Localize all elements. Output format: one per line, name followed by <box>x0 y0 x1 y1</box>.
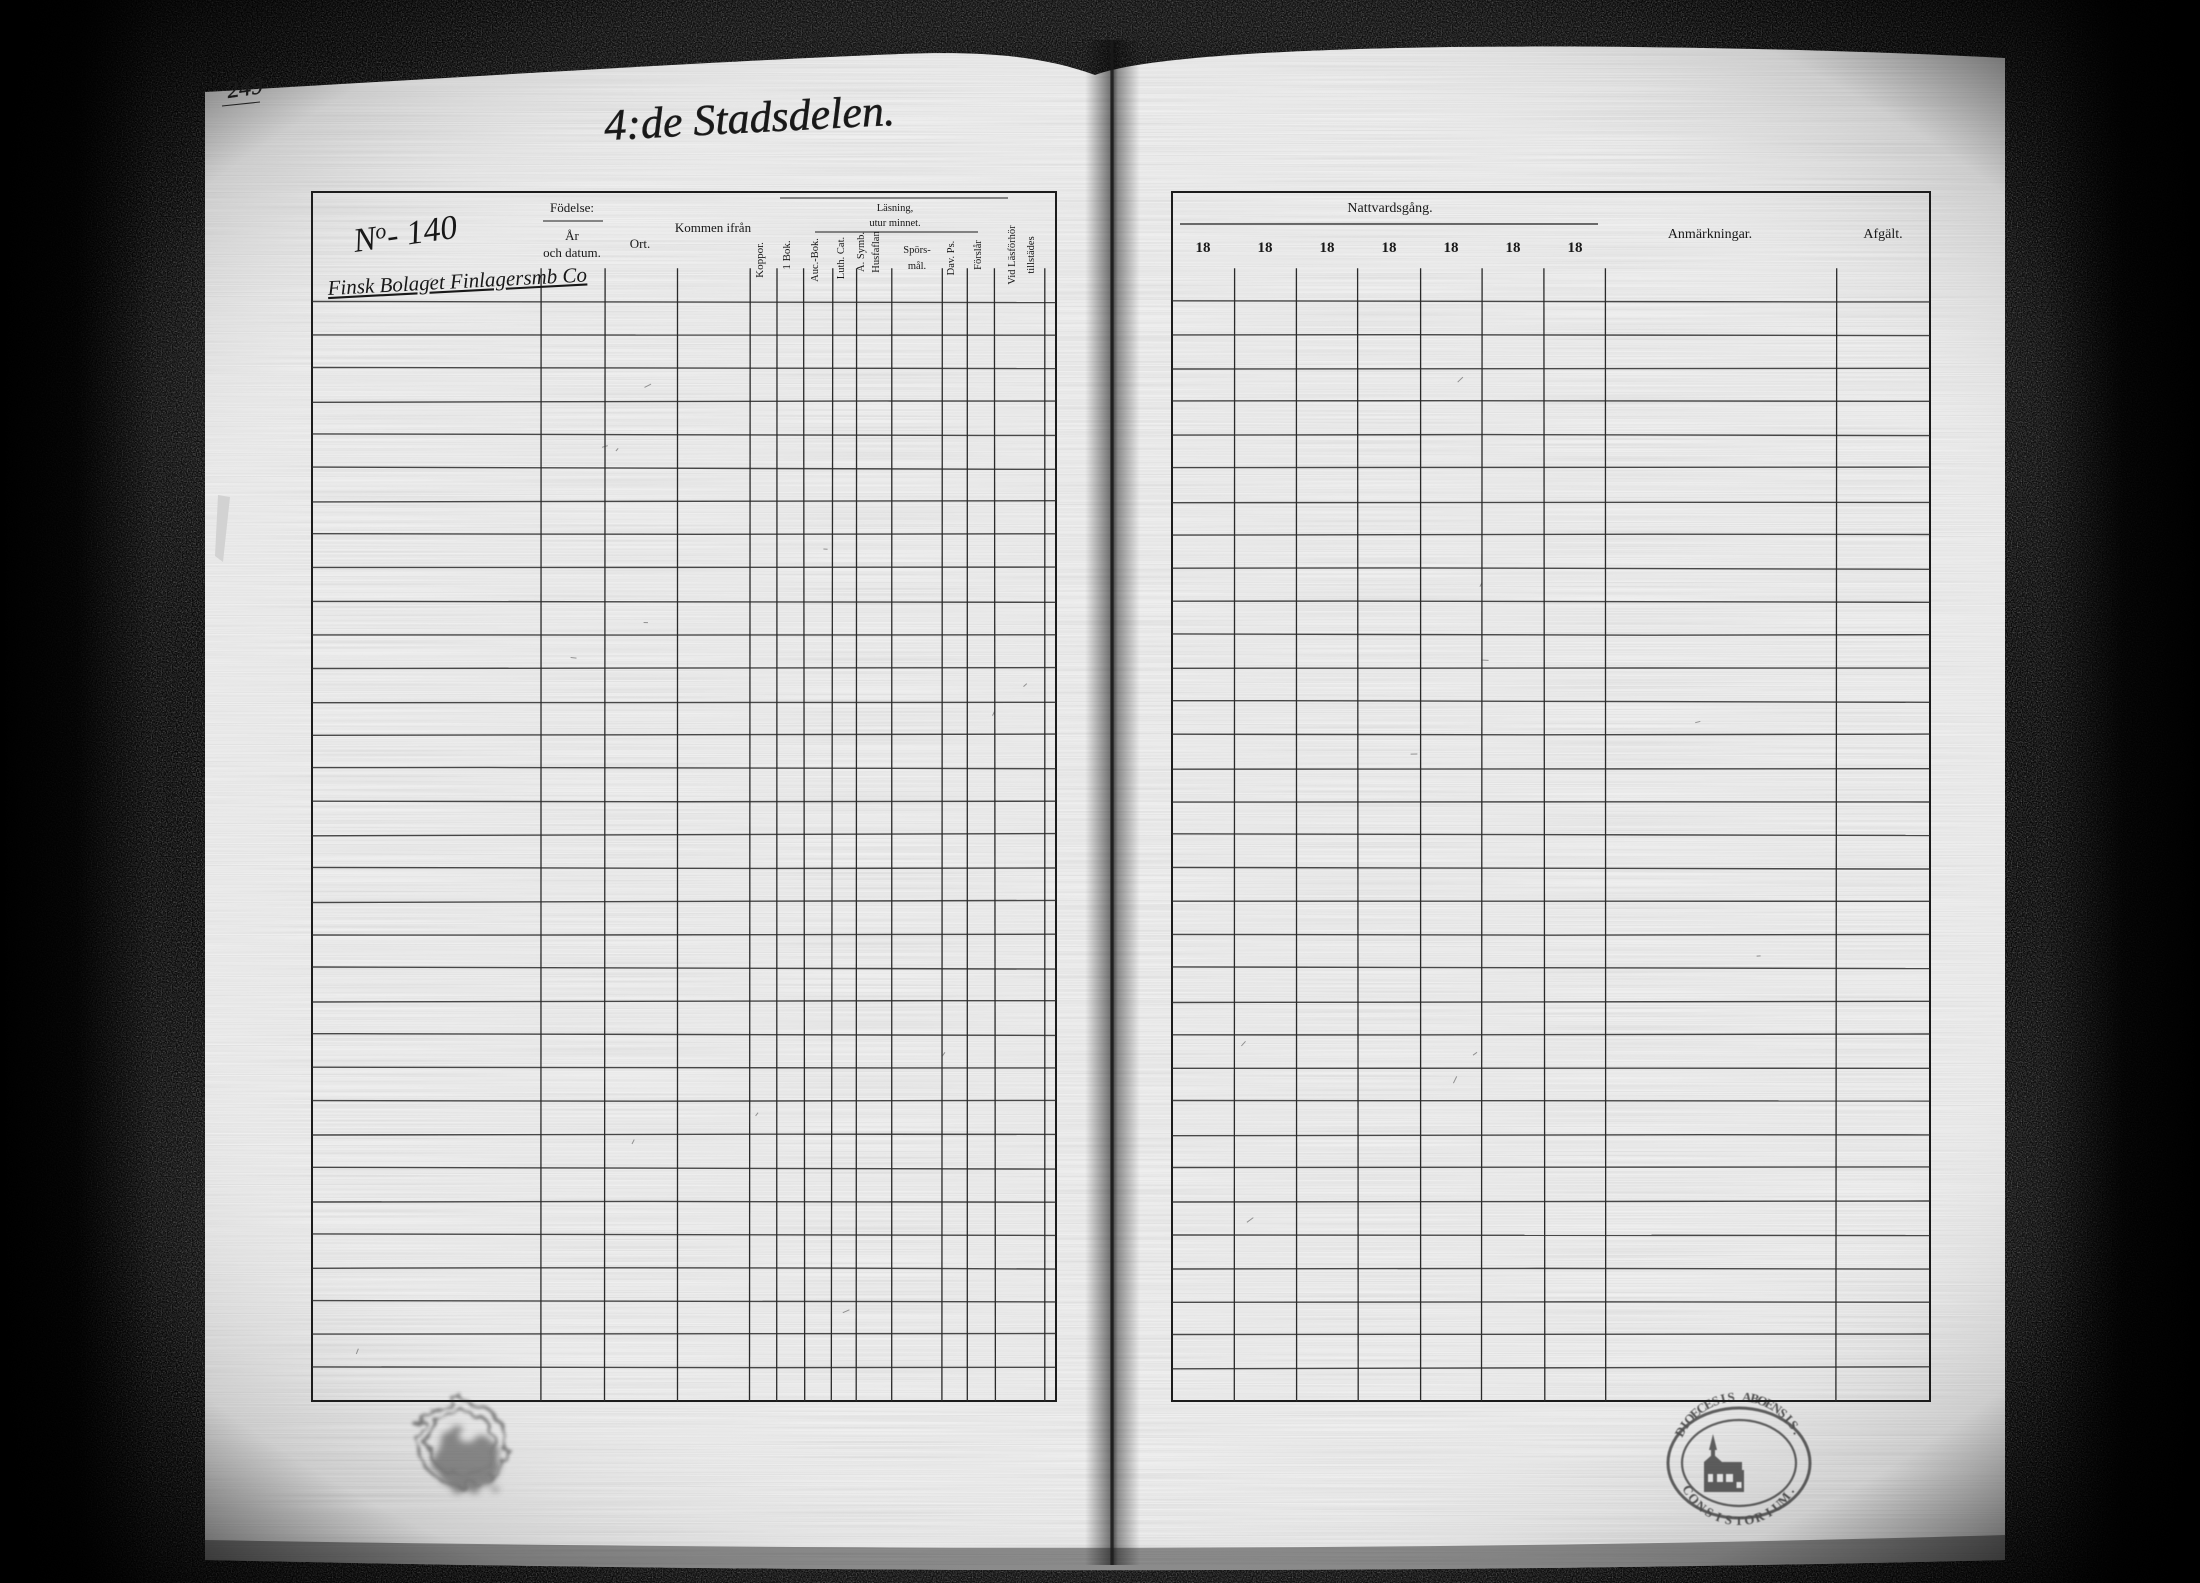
svg-text:Kommen ifrån: Kommen ifrån <box>675 220 752 235</box>
svg-text:1 Bok.: 1 Bok. <box>781 240 793 270</box>
svg-text:Vid Läsförhör: Vid Läsförhör <box>1007 225 1018 285</box>
svg-text:utur minnet.: utur minnet. <box>869 218 920 229</box>
svg-text:Koppor.: Koppor. <box>754 242 766 278</box>
svg-text:Spörs-: Spörs- <box>903 245 931 256</box>
svg-text:Födelse:: Födelse: <box>550 200 594 215</box>
svg-text:249: 249 <box>225 73 264 104</box>
svg-text:Förslår: Förslår <box>973 240 984 270</box>
svg-text:mål.: mål. <box>908 261 926 272</box>
svg-text:18: 18 <box>1444 240 1459 256</box>
svg-text:18: 18 <box>1568 240 1583 256</box>
svg-text:Afgält.: Afgält. <box>1863 227 1902 242</box>
svg-text:18: 18 <box>1382 240 1397 256</box>
svg-text:18: 18 <box>1320 240 1335 256</box>
svg-text:T: T <box>1735 1513 1744 1528</box>
svg-text:Auc.-Bok.: Auc.-Bok. <box>810 238 821 282</box>
svg-text:Nattvardsgång.: Nattvardsgång. <box>1347 201 1432 216</box>
svg-text:Luth. Cat.: Luth. Cat. <box>836 237 847 279</box>
svg-text:tillstädes: tillstädes <box>1026 236 1037 273</box>
svg-text:Dav. Ps.: Dav. Ps. <box>946 241 957 276</box>
svg-text:Anmärkningar.: Anmärkningar. <box>1668 227 1752 242</box>
svg-text:A. Symb.: A. Symb. <box>856 232 867 272</box>
svg-text:Ort.: Ort. <box>630 236 651 251</box>
svg-text:18: 18 <box>1258 240 1273 256</box>
svg-text:och datum.: och datum. <box>543 245 601 260</box>
svg-text:Läsning,: Läsning, <box>877 203 913 214</box>
svg-text:18: 18 <box>1506 240 1521 256</box>
svg-text:Husfaflan: Husfaflan <box>871 231 882 273</box>
svg-text:18: 18 <box>1196 240 1211 256</box>
svg-text:År: År <box>565 228 579 243</box>
